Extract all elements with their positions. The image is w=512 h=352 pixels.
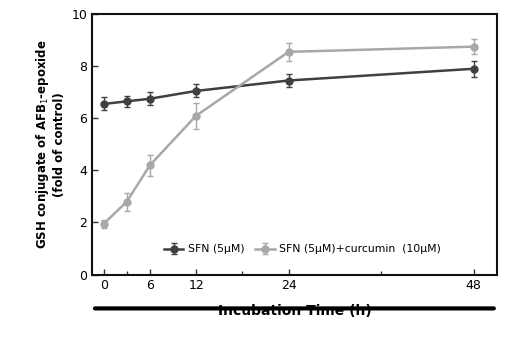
X-axis label: Incubation Time (h): Incubation Time (h): [218, 303, 371, 318]
Legend: SFN (5μM), SFN (5μM)+curcumin  (10μM): SFN (5μM), SFN (5μM)+curcumin (10μM): [160, 240, 445, 259]
Y-axis label: GSH conjugate of AFB$_1$-epoxide
(fold of control): GSH conjugate of AFB$_1$-epoxide (fold o…: [34, 39, 66, 249]
